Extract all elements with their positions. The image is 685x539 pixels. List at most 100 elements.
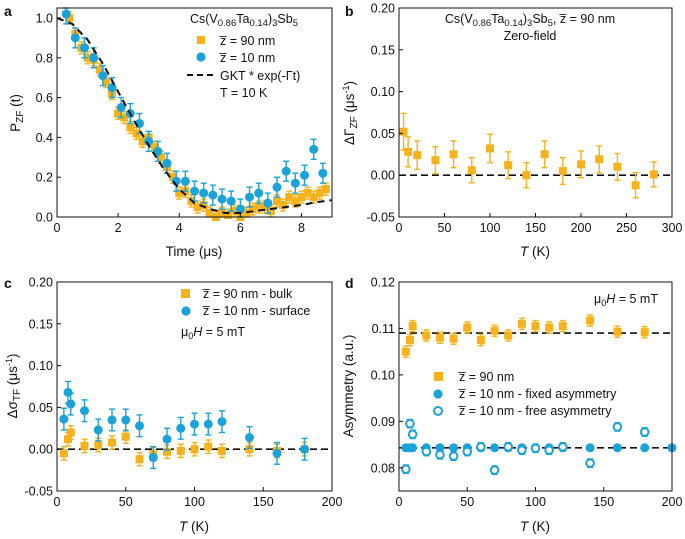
data-point [204,442,213,451]
data-point [407,429,418,440]
y-tick-label: 0.08 [371,461,395,475]
data-point [205,209,214,218]
data-point [462,446,473,457]
x-tick-label: 100 [480,221,501,235]
data-point [613,162,622,171]
plot-d-marks [399,314,677,475]
legend-marker-90nm-d [434,372,443,381]
data-point [504,331,513,340]
data-point [80,43,89,53]
data-point [272,448,282,458]
plot-a-ticks: 0 2 4 6 8 0.0 0.2 0.4 0.6 0.8 1.0 [36,11,305,235]
data-point [245,445,254,454]
fit-curve [56,17,333,214]
data-point [530,443,541,454]
data-point [156,153,165,162]
data-point [59,449,68,458]
data-point [61,9,71,19]
data-point [585,443,595,453]
data-point [80,441,89,450]
data-point [89,53,99,63]
y-tick-label: 0.05 [371,127,395,141]
panel-c: c 0 50 100 150 200-0.050.000.050.100.150.20 … [4,275,342,534]
x-tick-label: 8 [298,221,305,235]
x-tick-label: 0 [396,221,403,235]
data-point [66,399,76,409]
data-point [153,146,163,156]
data-point [121,415,131,425]
data-point [405,336,414,345]
data-point [544,445,554,455]
data-point [80,406,89,416]
data-point [66,428,75,437]
data-point [272,182,282,192]
x-tick-label: 0 [54,221,61,235]
field-label-d: μ0H = 5 mT [594,292,658,308]
y-tick-label: 1.0 [36,11,53,25]
data-point [218,209,226,218]
y-axis-label-c: ΔσTF (μs-1) [4,354,23,419]
data-point [138,137,147,146]
legend-c: z̅ = 90 nm - bulk z̅ = 10 nm - surface μ… [181,287,310,341]
data-point [83,53,92,62]
y-tick-label: 0.8 [36,51,53,65]
data-point [245,432,254,442]
x-axis-label-b: T (K) [520,244,550,259]
y-tick-label: 0.11 [372,322,395,336]
data-point [613,327,622,336]
data-point [93,425,103,435]
data-point [399,127,408,136]
data-point [266,207,275,216]
data-point [279,201,288,210]
y-tick-label: 0.15 [371,43,395,57]
data-point [421,446,432,457]
legend-a: z̅ = 90 nm z̅ = 10 nm GKT * exp(-Γt) T =… [187,34,300,100]
data-point [65,13,74,22]
y-tick-label: 0.20 [371,2,395,16]
data-point [558,442,568,452]
data-point [476,442,486,452]
y-tick-label: 0.10 [29,359,53,373]
y-tick-label: 0.15 [29,317,53,331]
y-tick-label: 0.10 [371,85,395,99]
legend-marker-bulk [181,289,190,298]
data-point [290,178,300,188]
data-point [132,129,141,138]
data-point [401,464,411,474]
x-axis-label-d: T (K) [520,519,550,534]
data-point [448,451,459,461]
y-tick-label: 0.12 [371,276,395,290]
x-tick-label: 50 [119,495,133,509]
data-point [586,316,595,325]
data-point [558,322,567,331]
data-point [612,443,622,453]
x-tick-label: 100 [184,495,205,509]
data-point [413,151,422,160]
data-point [218,446,226,455]
data-point [309,144,319,154]
data-point [163,447,171,456]
data-point [291,197,300,206]
data-point [649,170,658,179]
data-point [101,77,110,86]
y-tick-label: -0.05 [367,211,396,225]
plot-c-marks [57,380,332,470]
data-point [315,189,324,198]
data-point [540,150,549,159]
data-point [303,189,312,198]
y-tick-label: 0.2 [36,171,53,185]
x-tick-label: 0 [396,495,403,509]
x-tick-label: 300 [662,221,683,235]
x-tick-label: 200 [322,495,343,509]
panel-b: b 0 50 100 150 200 250 300 -0.05 0.00 0.05 0.10 0.1… [341,2,682,260]
plot-b-marks [399,112,672,199]
legend-marker-fixed [433,389,443,399]
data-point [300,170,309,180]
y-tick-label: 0.6 [36,91,53,105]
data-point [169,173,178,182]
plot-b-ticks: 0 50 100 150 200 250 300 -0.05 0.00 0.05 0.10 0.15 0… [367,2,683,236]
title-b: Cs(V0.86Ta0.14)3Sb5, z̅ = 90 nm [445,12,615,29]
data-point [162,434,172,444]
panel-d: d 0 50 100 150 200 0.08 0.09 0.10 0.11 0.12 T (K)… [341,275,682,534]
y-axis-label-a: PZF (t) [8,94,26,132]
